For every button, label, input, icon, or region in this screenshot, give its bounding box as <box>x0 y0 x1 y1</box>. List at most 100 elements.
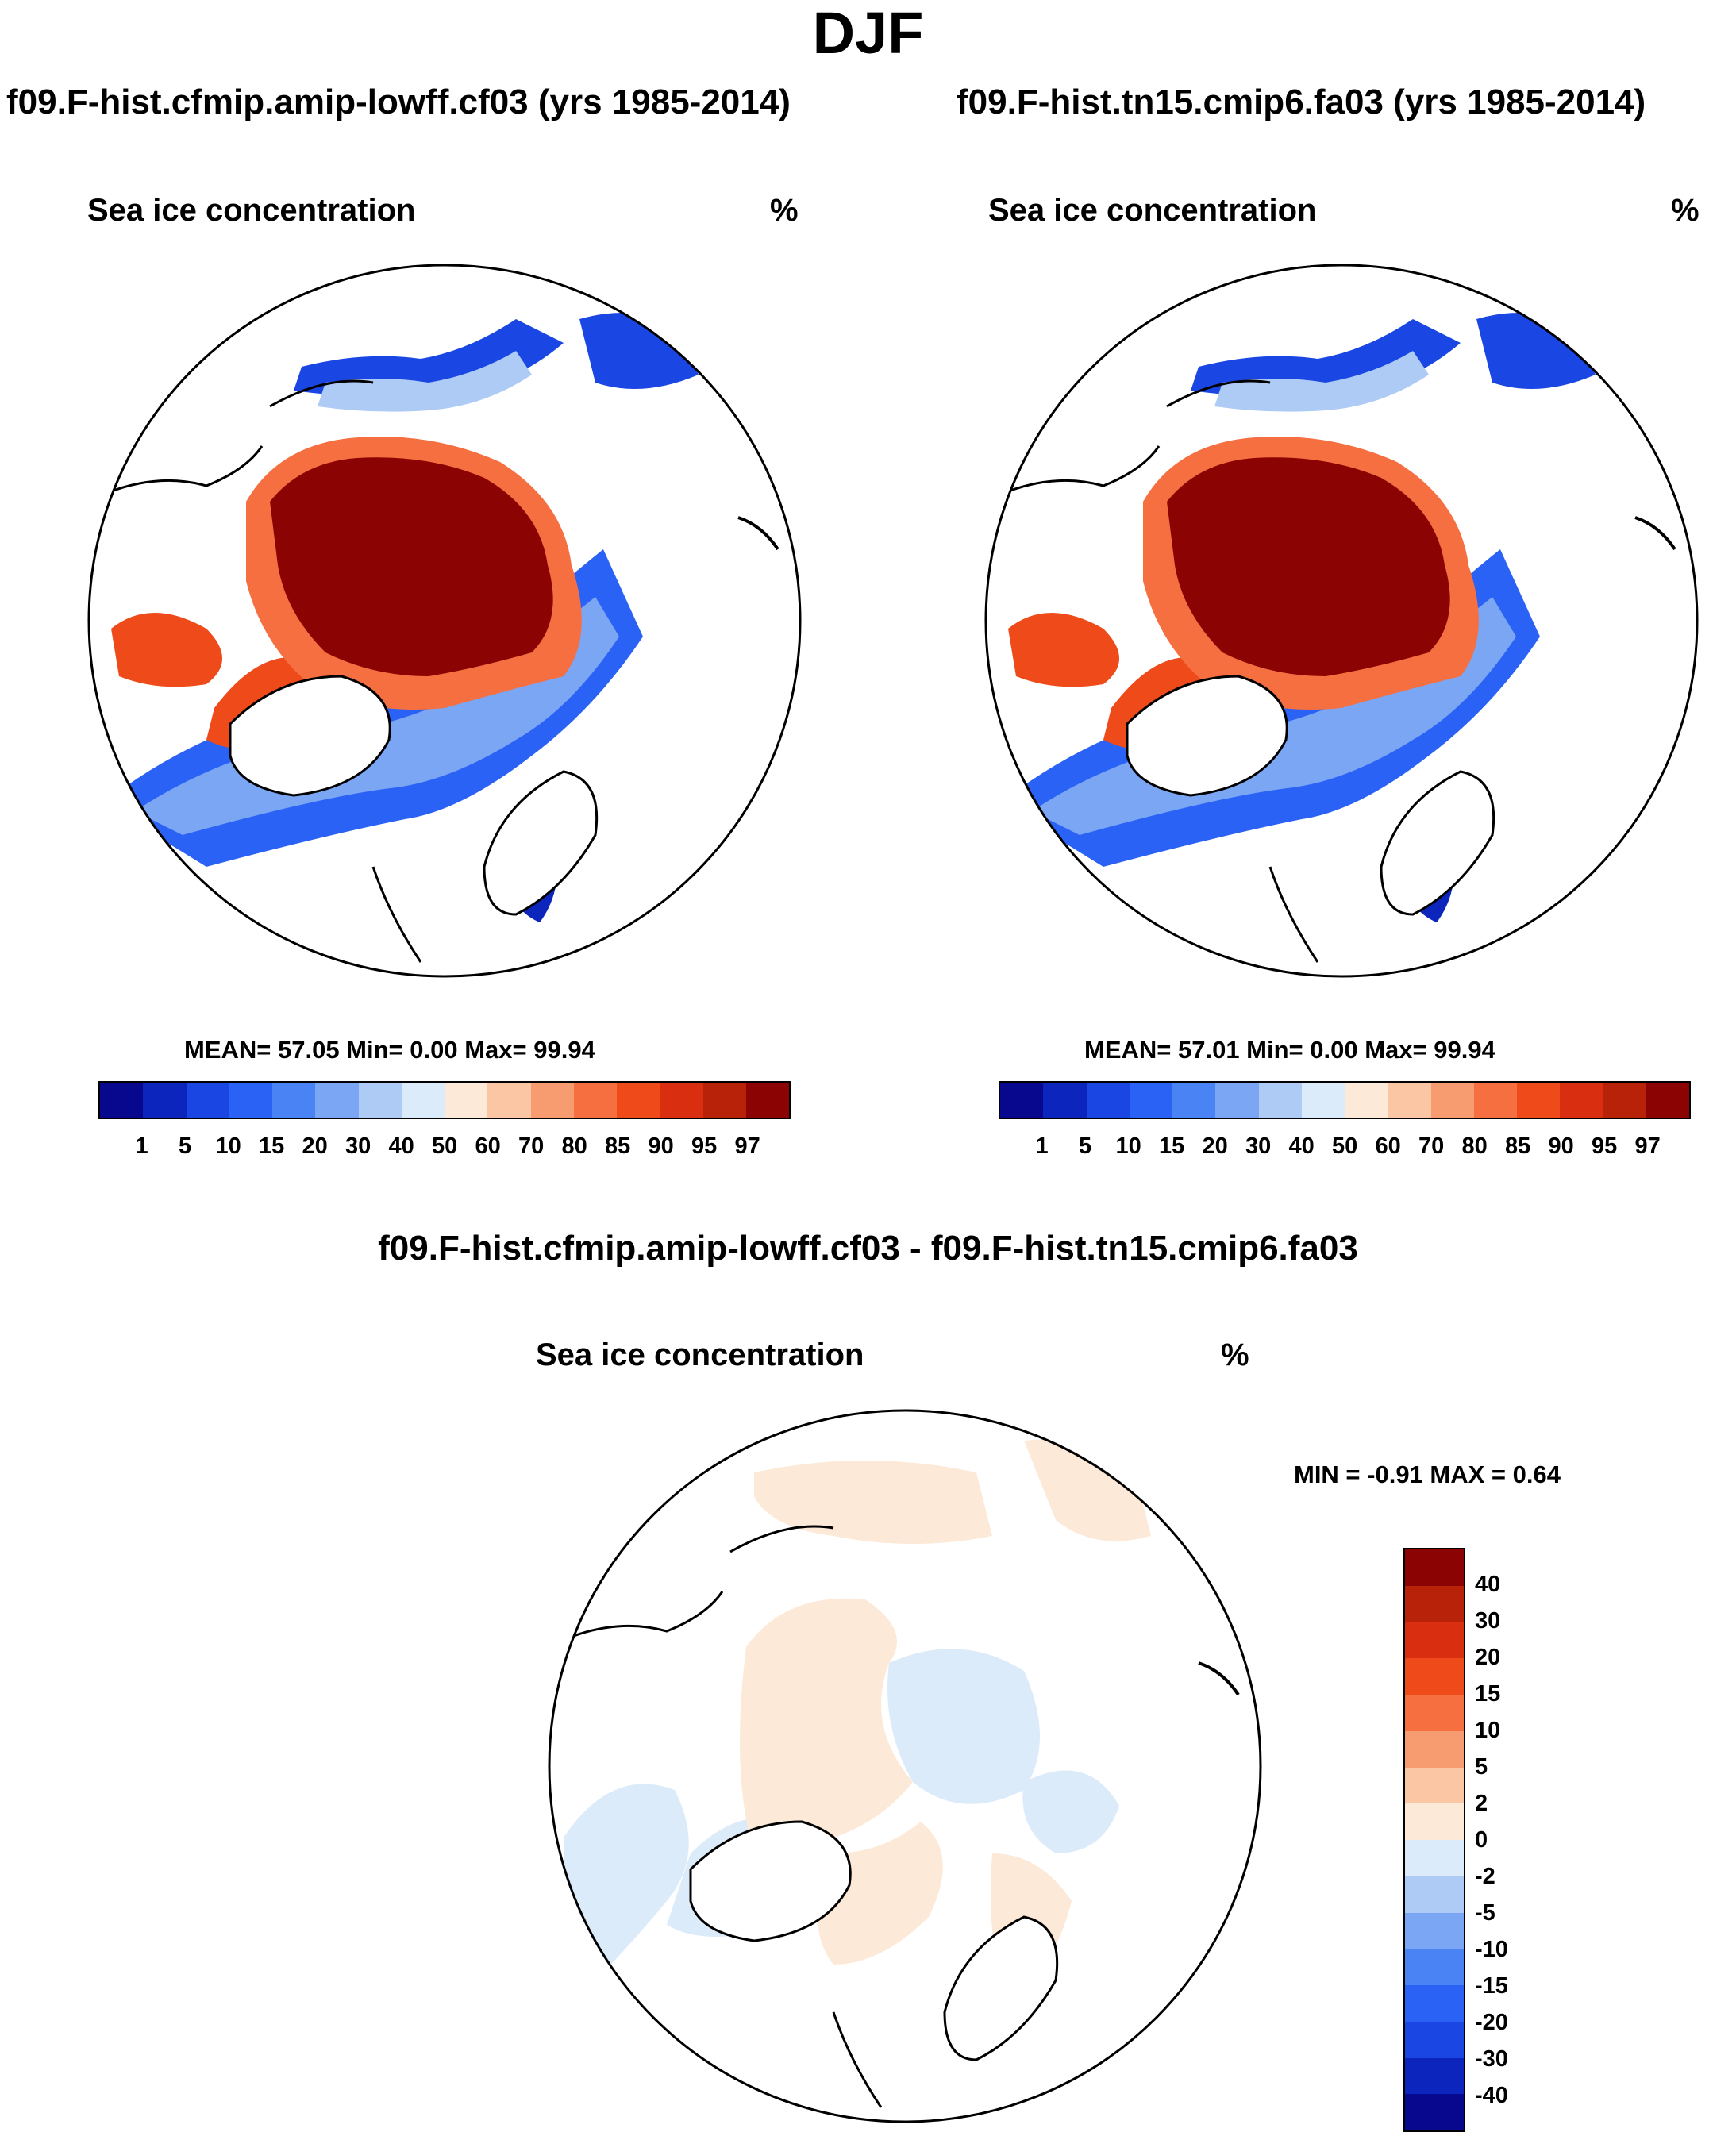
panel3-colorbar <box>1403 1548 1465 2132</box>
figure-title: DJF <box>812 0 924 66</box>
panel3-greenland <box>689 1820 852 1942</box>
panel2-colorbar-tick: 20 <box>1202 1133 1228 1159</box>
panel3-colorbar-tick: 30 <box>1475 1607 1501 1634</box>
panel1-colorbar-tick: 1 <box>135 1133 148 1159</box>
panel3-colorbar-tick: -20 <box>1475 2009 1508 2035</box>
panel2-colorbar-box <box>1517 1083 1561 1118</box>
panel3-negative-region <box>564 1784 689 1980</box>
panel3-colorbar-box <box>1405 1767 1464 1804</box>
panel3-scandinavia <box>943 1915 1059 2061</box>
panel2-colorbar-tick: 30 <box>1245 1133 1272 1159</box>
panel1-colorbar-box <box>573 1083 617 1118</box>
panel3-colorbar-tick: 15 <box>1475 1680 1501 1707</box>
panel1-colorbar-box <box>617 1083 660 1118</box>
panel3-colorbar-tick: 40 <box>1475 1571 1501 1597</box>
panel1-colorbar-box <box>186 1083 229 1118</box>
panel2-colorbar-box <box>1086 1083 1130 1118</box>
panel1-colorbar-box <box>358 1083 402 1118</box>
panel1-colorbar-tick: 80 <box>561 1133 587 1159</box>
panel1-colorbar-box <box>530 1083 574 1118</box>
panel2-colorbar-tick: 90 <box>1548 1133 1574 1159</box>
panel1-colorbar-tick: 95 <box>691 1133 718 1159</box>
panel2-colorbar-tick: 95 <box>1592 1133 1618 1159</box>
panel2-colorbar-tick: 10 <box>1115 1133 1141 1159</box>
panel3-colorbar-box <box>1405 1695 1464 1731</box>
panel3-colorbar-tick: 0 <box>1475 1826 1488 1853</box>
panel1-colorbar-tick: 40 <box>388 1133 414 1159</box>
panel3-colorbar-tick: 2 <box>1475 1790 1488 1816</box>
panel3-colorbar-tick: 20 <box>1475 1644 1501 1670</box>
panel2-colorbar-box <box>1560 1083 1603 1118</box>
panel1-colorbar-box <box>229 1083 272 1118</box>
panel3-colorbar-tick: -10 <box>1475 1936 1508 1962</box>
panel3-colorbar-tick: -30 <box>1475 2046 1508 2072</box>
panel2-units-label: % <box>1671 193 1699 228</box>
panel2-colorbar-tick: 80 <box>1461 1133 1488 1159</box>
panel2-colorbar-tick: 5 <box>1079 1133 1092 1159</box>
panel1-colorbar-tick: 60 <box>475 1133 501 1159</box>
panel3-colorbar-tick: 5 <box>1475 1753 1488 1780</box>
panel2-colorbar-box <box>1000 1083 1044 1118</box>
panel1-colorbar-tick: 20 <box>302 1133 328 1159</box>
panel2-colorbar-tick: 60 <box>1375 1133 1401 1159</box>
panel1-colorbar-tick: 70 <box>518 1133 545 1159</box>
panel2-colorbar-box <box>1301 1083 1345 1118</box>
panel2-colorbar-tick: 1 <box>1035 1133 1049 1159</box>
panel3-colorbar-box <box>1405 1622 1464 1659</box>
panel2-colorbar-tick: 70 <box>1418 1133 1445 1159</box>
panel1-colorbar-tick: 30 <box>345 1133 371 1159</box>
panel2-colorbar-box <box>1388 1083 1431 1118</box>
panel2-colorbar-box <box>1603 1083 1646 1118</box>
panel1-polar-map <box>87 264 802 978</box>
panel2-colorbar-box <box>1172 1083 1216 1118</box>
panel1-colorbar-tick: 85 <box>605 1133 631 1159</box>
panel1-colorbar <box>98 1081 791 1119</box>
panel2-hudson-ice <box>1008 613 1119 687</box>
panel1-scandinavia <box>483 770 599 916</box>
panel2-colorbar-box <box>1258 1083 1302 1118</box>
panel1-colorbar-box <box>745 1083 789 1118</box>
panel2-colorbar-box <box>1646 1083 1689 1118</box>
panel2-colorbar-ticks: 1 5 10 15 20 30 40 50 60 70 80 85 90 95 … <box>999 1133 1691 1162</box>
panel2-colorbar-tick: 97 <box>1634 1133 1661 1159</box>
panel2-case-title: f09.F-hist.tn15.cmip6.fa03 (yrs 1985-201… <box>957 83 1646 121</box>
panel2-polar-map <box>984 264 1699 978</box>
panel2-colorbar-tick: 40 <box>1288 1133 1315 1159</box>
panel3-colorbar-box <box>1405 2057 1464 2095</box>
panel3-variable-label: Sea ice concentration <box>536 1337 864 1372</box>
panel3-colorbar-box <box>1405 1840 1464 1876</box>
panel2-stats: MEAN= 57.01 Min= 0.00 Max= 99.94 <box>1084 1036 1495 1064</box>
panel2-colorbar-tick: 50 <box>1332 1133 1358 1159</box>
panel3-colorbar-box <box>1405 1912 1464 1949</box>
panel3-colorbar-tick: -15 <box>1475 1972 1508 1999</box>
panel2-colorbar <box>999 1081 1691 1119</box>
panel1-colorbar-tick: 97 <box>734 1133 760 1159</box>
panel3-colorbar-box <box>1405 1658 1464 1695</box>
panel3-stats: MIN = -0.91 MAX = 0.64 <box>1294 1461 1561 1488</box>
panel2-ice-pack-core <box>1167 457 1450 676</box>
panel3-colorbar-box <box>1405 2021 1464 2058</box>
panel3-colorbar-box <box>1405 1730 1464 1768</box>
panel3-units-label: % <box>1221 1337 1249 1372</box>
panel3-colorbar-tick: -5 <box>1475 1899 1495 1926</box>
panel3-colorbar-tick: -2 <box>1475 1863 1495 1889</box>
panel1-colorbar-box <box>445 1083 488 1118</box>
panel1-colorbar-box <box>272 1083 316 1118</box>
panel1-units-label: % <box>770 193 799 228</box>
panel1-hudson-ice <box>111 613 222 687</box>
panel2-colorbar-tick: 15 <box>1159 1133 1185 1159</box>
panel1-case-title: f09.F-hist.cfmip.amip-lowff.cf03 (yrs 19… <box>6 83 791 121</box>
panel3-colorbar-box <box>1405 1949 1464 1985</box>
panel3-case-title: f09.F-hist.cfmip.amip-lowff.cf03 - f09.F… <box>378 1229 1358 1268</box>
panel3-colorbar-tick: 10 <box>1475 1717 1501 1743</box>
panel3-colorbar-box <box>1405 1985 1464 2022</box>
panel3-colorbar-ticks: 40 30 20 15 10 5 2 0 -2 -5 -10 -15 -20 -… <box>1475 1548 1570 2132</box>
panel2-colorbar-box <box>1043 1083 1087 1118</box>
panel2-colorbar-box <box>1215 1083 1259 1118</box>
panel2-variable-label: Sea ice concentration <box>988 193 1317 228</box>
panel1-colorbar-ticks: 1 5 10 15 20 30 40 50 60 70 80 85 90 95 … <box>98 1133 791 1162</box>
panel1-colorbar-tick: 50 <box>432 1133 458 1159</box>
panel1-colorbar-box <box>143 1083 187 1118</box>
panel3-colorbar-box <box>1405 1549 1464 1586</box>
panel1-colorbar-tick: 90 <box>648 1133 674 1159</box>
